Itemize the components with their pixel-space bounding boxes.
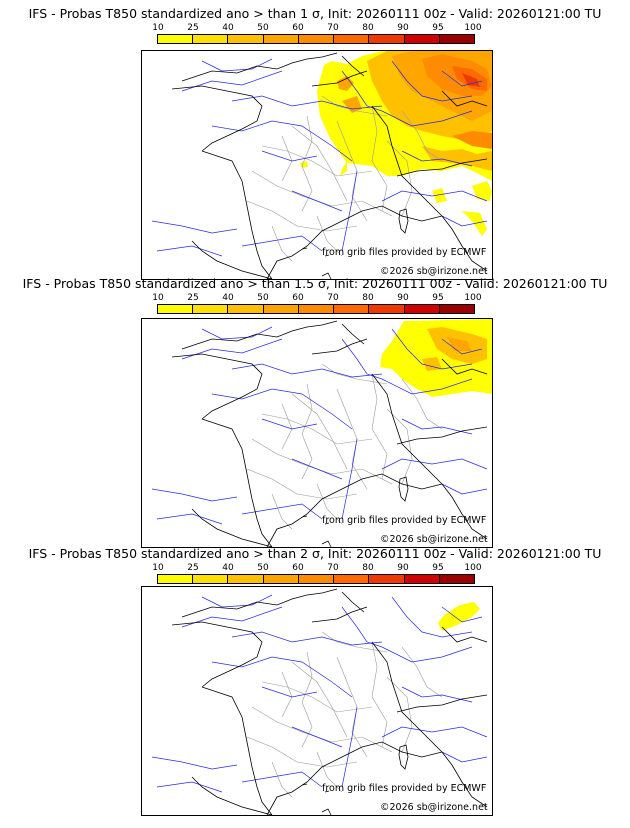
colorbar-swatch bbox=[193, 305, 229, 313]
map-panel-1: IFS - Probas T850 standardized ano > tha… bbox=[0, 6, 630, 282]
colorbar-swatch bbox=[298, 305, 335, 313]
tick-label: 90 bbox=[397, 23, 409, 33]
colorbar-swatch bbox=[369, 305, 405, 313]
tick-label: 50 bbox=[257, 563, 269, 573]
ecmwf-credit: from grib files provided by ECMWF bbox=[322, 515, 487, 526]
colorbar-swatch bbox=[334, 35, 370, 43]
tick-label: 70 bbox=[327, 23, 339, 33]
colorbar: 10 25 40 50 60 70 80 90 95 100 bbox=[152, 23, 482, 45]
site-credit: ©2026 sb@irizone.net bbox=[380, 266, 488, 277]
tick-label: 25 bbox=[187, 563, 199, 573]
tick-label: 100 bbox=[464, 23, 482, 33]
tick-label: 95 bbox=[432, 563, 444, 573]
tick-label: 90 bbox=[397, 293, 409, 303]
colorbar-swatch bbox=[334, 575, 370, 583]
tick-label: 95 bbox=[432, 293, 444, 303]
colorbar-swatch bbox=[439, 305, 474, 313]
probability-map: from grib files provided by ECMWF ©2026 … bbox=[141, 318, 493, 548]
probability-map: from grib files provided by ECMWF ©2026 … bbox=[141, 50, 493, 280]
tick-label: 100 bbox=[464, 563, 482, 573]
colorbar-swatch bbox=[228, 305, 264, 313]
colorbar-swatch bbox=[228, 575, 264, 583]
panel-title: IFS - Probas T850 standardized ano > tha… bbox=[28, 6, 602, 21]
colorbar-swatch bbox=[158, 575, 194, 583]
ecmwf-credit: from grib files provided by ECMWF bbox=[322, 783, 487, 794]
probability-shading bbox=[438, 602, 480, 631]
site-credit: ©2026 sb@irizone.net bbox=[380, 534, 488, 545]
colorbar-swatch bbox=[263, 35, 299, 43]
colorbar-ticks: 10 25 40 50 60 70 80 90 95 100 bbox=[152, 23, 481, 33]
colorbar-swatch bbox=[439, 35, 474, 43]
tick-label: 40 bbox=[222, 563, 234, 573]
colorbar-swatches bbox=[157, 574, 475, 584]
map-panel-3: IFS - Probas T850 standardized ano > tha… bbox=[0, 546, 630, 822]
tick-label: 90 bbox=[397, 563, 409, 573]
tick-label: 95 bbox=[432, 23, 444, 33]
tick-label: 50 bbox=[257, 23, 269, 33]
tick-label: 80 bbox=[362, 293, 374, 303]
map-svg bbox=[151, 588, 488, 815]
tick-label: 60 bbox=[292, 293, 304, 303]
tick-label: 40 bbox=[222, 23, 234, 33]
map-svg bbox=[151, 319, 492, 547]
map-panel-2: IFS - Probas T850 standardized ano > tha… bbox=[0, 276, 630, 552]
tick-label: 80 bbox=[362, 563, 374, 573]
ecmwf-credit: from grib files provided by ECMWF bbox=[322, 247, 487, 258]
colorbar-ticks: 10 25 40 50 60 70 80 90 95 100 bbox=[152, 563, 481, 573]
colorbar-swatch bbox=[263, 575, 299, 583]
panel-title: IFS - Probas T850 standardized ano > tha… bbox=[22, 276, 608, 291]
colorbar-swatches bbox=[157, 304, 475, 314]
colorbar-swatch bbox=[228, 35, 264, 43]
tick-label: 10 bbox=[152, 563, 164, 573]
tick-label: 80 bbox=[362, 23, 374, 33]
tick-label: 70 bbox=[327, 293, 339, 303]
panel-title: IFS - Probas T850 standardized ano > tha… bbox=[28, 546, 602, 561]
colorbar-swatch bbox=[369, 575, 405, 583]
colorbar-swatch bbox=[193, 575, 229, 583]
tick-label: 60 bbox=[292, 563, 304, 573]
probability-shading bbox=[380, 319, 492, 397]
tick-label: 100 bbox=[464, 293, 482, 303]
tick-label: 70 bbox=[327, 563, 339, 573]
site-credit: ©2026 sb@irizone.net bbox=[380, 802, 488, 813]
colorbar-ticks: 10 25 40 50 60 70 80 90 95 100 bbox=[152, 293, 481, 303]
colorbar: 10 25 40 50 60 70 80 90 95 100 bbox=[152, 563, 482, 585]
tick-label: 25 bbox=[187, 293, 199, 303]
colorbar-swatch bbox=[298, 575, 335, 583]
tick-label: 50 bbox=[257, 293, 269, 303]
colorbar-swatches bbox=[157, 34, 475, 44]
colorbar-swatch bbox=[404, 35, 440, 43]
probability-map: from grib files provided by ECMWF ©2026 … bbox=[141, 586, 493, 816]
colorbar-swatch bbox=[334, 305, 370, 313]
tick-label: 10 bbox=[152, 293, 164, 303]
tick-label: 60 bbox=[292, 23, 304, 33]
colorbar-swatch bbox=[263, 305, 299, 313]
colorbar: 10 25 40 50 60 70 80 90 95 100 bbox=[152, 293, 482, 315]
tick-label: 25 bbox=[187, 23, 199, 33]
tick-label: 10 bbox=[152, 23, 164, 33]
colorbar-swatch bbox=[193, 35, 229, 43]
colorbar-swatch bbox=[369, 35, 405, 43]
tick-label: 40 bbox=[222, 293, 234, 303]
colorbar-swatch bbox=[158, 35, 194, 43]
probability-shading bbox=[300, 51, 492, 236]
colorbar-swatch bbox=[404, 575, 440, 583]
map-svg bbox=[151, 51, 492, 279]
colorbar-swatch bbox=[298, 35, 335, 43]
colorbar-swatch bbox=[439, 575, 474, 583]
colorbar-swatch bbox=[158, 305, 194, 313]
colorbar-swatch bbox=[404, 305, 440, 313]
